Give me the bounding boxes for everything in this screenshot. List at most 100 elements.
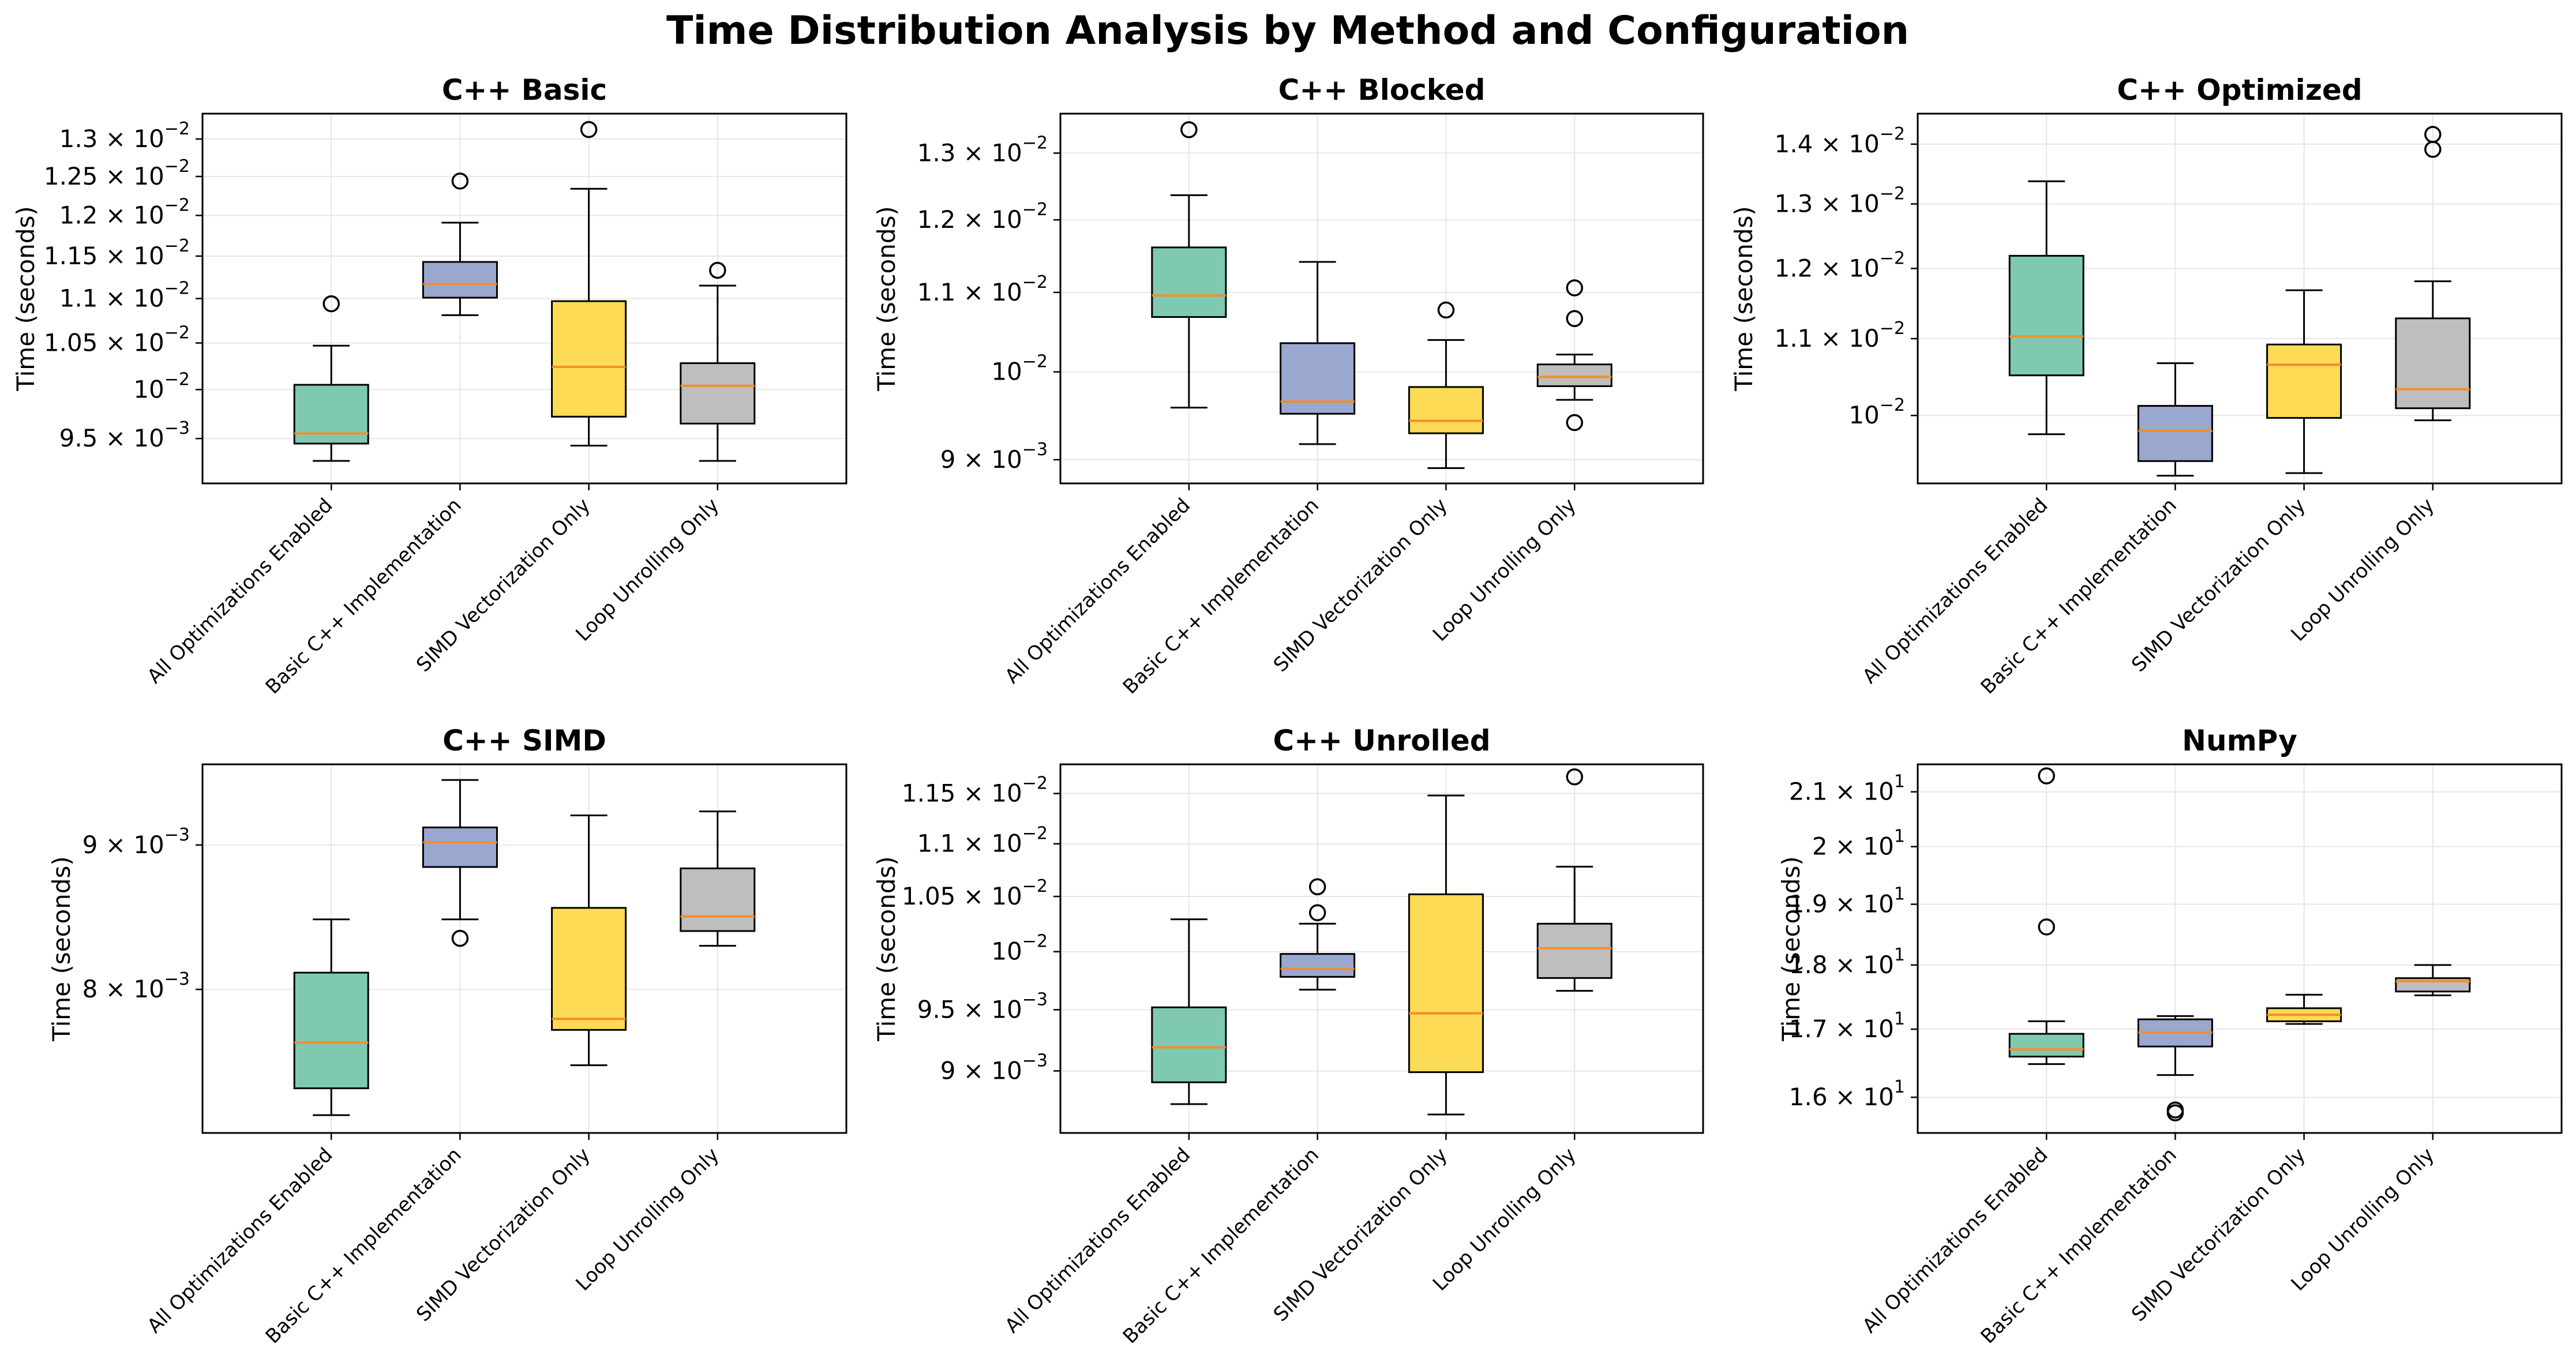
y-tick-times: ×: [955, 138, 991, 167]
axes-frame: [201, 112, 848, 485]
y-tick-base: 10: [1863, 778, 1893, 806]
y-tick-times: ×: [1813, 254, 1848, 282]
box-iqr: [422, 826, 498, 868]
y-tick-label: 8 × 10−3: [83, 969, 190, 1003]
y-tick-exponent: −2: [1022, 824, 1048, 844]
y-tick-base: 10: [1848, 254, 1879, 282]
box-0: [1151, 918, 1227, 1105]
box-2: [551, 814, 627, 1067]
outlier-point: [1566, 310, 1583, 328]
box-iqr: [551, 907, 627, 1031]
y-tick-label: 9 × 10−3: [940, 1050, 1048, 1084]
y-tick-times: ×: [1813, 189, 1848, 217]
y-tick-label: 1.1 × 10−2: [917, 824, 1048, 858]
outlier-point: [451, 172, 469, 190]
y-tick-times: ×: [98, 831, 133, 859]
y-tick-exponent: 1: [1894, 827, 1905, 847]
y-tick-exponent: −2: [1022, 133, 1048, 153]
y-tick-base: 10: [991, 779, 1022, 808]
y-tick-mantissa: 1.3: [917, 138, 956, 167]
y-tick-exponent: −3: [164, 969, 190, 989]
y-tick-base: 10: [991, 937, 1022, 966]
box-0: [2008, 180, 2084, 436]
y-tick-times: ×: [98, 424, 133, 452]
y-tick-times: ×: [955, 278, 991, 306]
y-tick-mantissa: 1.05: [902, 882, 956, 910]
y-tick-times: ×: [1828, 778, 1863, 806]
box-iqr: [551, 300, 627, 418]
y-tick-label: 1.6 × 101: [1789, 1077, 1905, 1111]
y-tick-label: 1.15 × 10−2: [44, 236, 190, 270]
y-tick-base: 10: [133, 424, 164, 452]
y-tick-base: 10: [1848, 401, 1879, 429]
y-tick-base: 10: [991, 358, 1022, 386]
y-tick-mantissa: 1.1: [59, 284, 98, 313]
outlier-point: [709, 261, 726, 279]
box-iqr: [2008, 254, 2084, 377]
box-3: [2395, 964, 2471, 996]
y-tick-label: 1.05 × 10−2: [902, 876, 1048, 910]
outlier-point: [2038, 767, 2055, 785]
box-iqr: [2395, 317, 2471, 410]
box-1: [422, 172, 498, 316]
y-tick-times: ×: [1813, 130, 1848, 158]
axes-frame: [1917, 763, 2563, 1134]
y-tick-label: 1.2 × 10−2: [59, 195, 190, 229]
box-iqr: [2395, 977, 2471, 993]
y-tick-base: 10: [991, 1056, 1022, 1084]
y-tick-exponent: −2: [1022, 876, 1048, 896]
y-tick-label: 1.25 × 10−2: [44, 156, 190, 190]
y-axis-label: Time (seconds): [1730, 206, 1758, 392]
axes-frame: [1059, 112, 1704, 485]
y-tick-label: 1.7 × 101: [1789, 1009, 1905, 1043]
y-tick-base: 10: [1863, 890, 1893, 918]
box-1: [2137, 1015, 2213, 1121]
y-tick-exponent: −2: [1880, 318, 1905, 339]
y-tick-label: 2 × 101: [1812, 827, 1905, 861]
box-iqr: [2137, 405, 2213, 462]
y-tick-exponent: −2: [1880, 248, 1905, 268]
box-1: [1280, 878, 1356, 991]
y-tick-exponent: −2: [164, 323, 190, 343]
y-tick-label: 1.4 × 10−2: [1775, 124, 1905, 158]
box-iqr: [293, 384, 369, 445]
y-tick-label: 9 × 10−3: [940, 440, 1048, 474]
y-tick-base: 10: [1848, 189, 1879, 217]
y-tick-exponent: −2: [1880, 395, 1905, 415]
y-tick-exponent: −2: [1022, 932, 1048, 952]
box-iqr: [680, 362, 756, 425]
box-3: [680, 810, 756, 947]
y-tick-base: 10: [991, 278, 1022, 306]
outlier-point: [451, 929, 469, 947]
y-tick-mantissa: 1.2: [917, 205, 956, 234]
box-iqr: [1151, 246, 1227, 318]
y-tick-base: 10: [991, 882, 1022, 910]
y-tick-base: 10: [991, 445, 1022, 474]
y-tick-mantissa: 1.4: [1775, 130, 1813, 158]
panel-title: C++ SIMD: [443, 724, 606, 757]
y-tick-times: ×: [955, 205, 991, 234]
box-iqr: [422, 261, 498, 299]
box-2: [1408, 301, 1484, 469]
outlier-point: [1437, 301, 1455, 319]
y-tick-times: ×: [98, 201, 133, 229]
y-tick-base: 10: [133, 375, 164, 403]
axes-frame: [1917, 112, 2563, 485]
y-tick-base: 10: [133, 831, 164, 859]
y-tick-exponent: −2: [1880, 124, 1905, 144]
outlier-point: [1566, 279, 1583, 297]
y-axis-label: Time (seconds): [872, 206, 901, 392]
y-axis-label: Time (seconds): [872, 856, 901, 1042]
y-tick-times: ×: [98, 284, 133, 313]
outlier-point: [1308, 878, 1326, 896]
y-tick-exponent: −2: [1022, 200, 1048, 220]
y-tick-base: 10: [133, 125, 164, 153]
y-tick-times: ×: [98, 242, 133, 270]
y-tick-base: 10: [991, 995, 1022, 1023]
y-tick-mantissa: 8: [83, 975, 98, 1003]
box-iqr: [1408, 386, 1484, 434]
box-iqr: [680, 867, 756, 932]
box-3: [1536, 768, 1613, 992]
